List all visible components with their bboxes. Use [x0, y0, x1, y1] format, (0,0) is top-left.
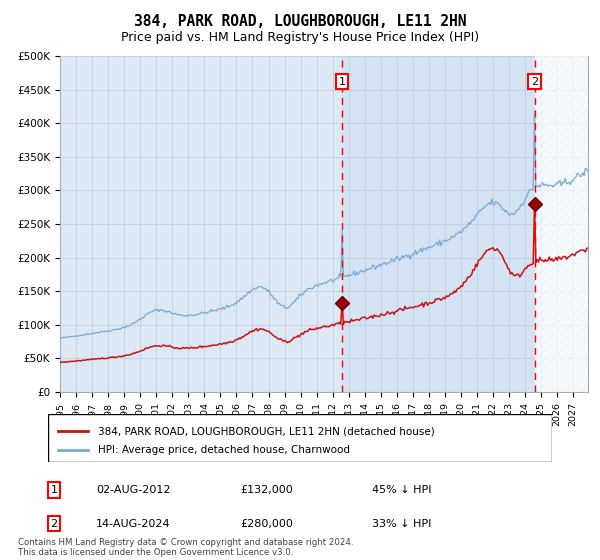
Text: 14-AUG-2024: 14-AUG-2024 [96, 519, 170, 529]
Bar [342, 56, 535, 392]
Text: 02-AUG-2012: 02-AUG-2012 [96, 485, 170, 495]
Text: Price paid vs. HM Land Registry's House Price Index (HPI): Price paid vs. HM Land Registry's House … [121, 31, 479, 44]
Bar [535, 56, 588, 392]
Text: 384, PARK ROAD, LOUGHBOROUGH, LE11 2HN: 384, PARK ROAD, LOUGHBOROUGH, LE11 2HN [134, 14, 466, 29]
Text: 1: 1 [338, 77, 346, 87]
Text: Contains HM Land Registry data © Crown copyright and database right 2024.
This d: Contains HM Land Registry data © Crown c… [18, 538, 353, 557]
FancyBboxPatch shape [48, 414, 552, 462]
Text: 1: 1 [50, 485, 58, 495]
Text: 384, PARK ROAD, LOUGHBOROUGH, LE11 2HN (detached house): 384, PARK ROAD, LOUGHBOROUGH, LE11 2HN (… [98, 426, 435, 436]
Text: HPI: Average price, detached house, Charnwood: HPI: Average price, detached house, Char… [98, 445, 350, 455]
Text: 33% ↓ HPI: 33% ↓ HPI [372, 519, 431, 529]
Text: 45% ↓ HPI: 45% ↓ HPI [372, 485, 431, 495]
Text: 2: 2 [50, 519, 58, 529]
Text: £280,000: £280,000 [240, 519, 293, 529]
Text: 2: 2 [531, 77, 538, 87]
Text: £132,000: £132,000 [240, 485, 293, 495]
